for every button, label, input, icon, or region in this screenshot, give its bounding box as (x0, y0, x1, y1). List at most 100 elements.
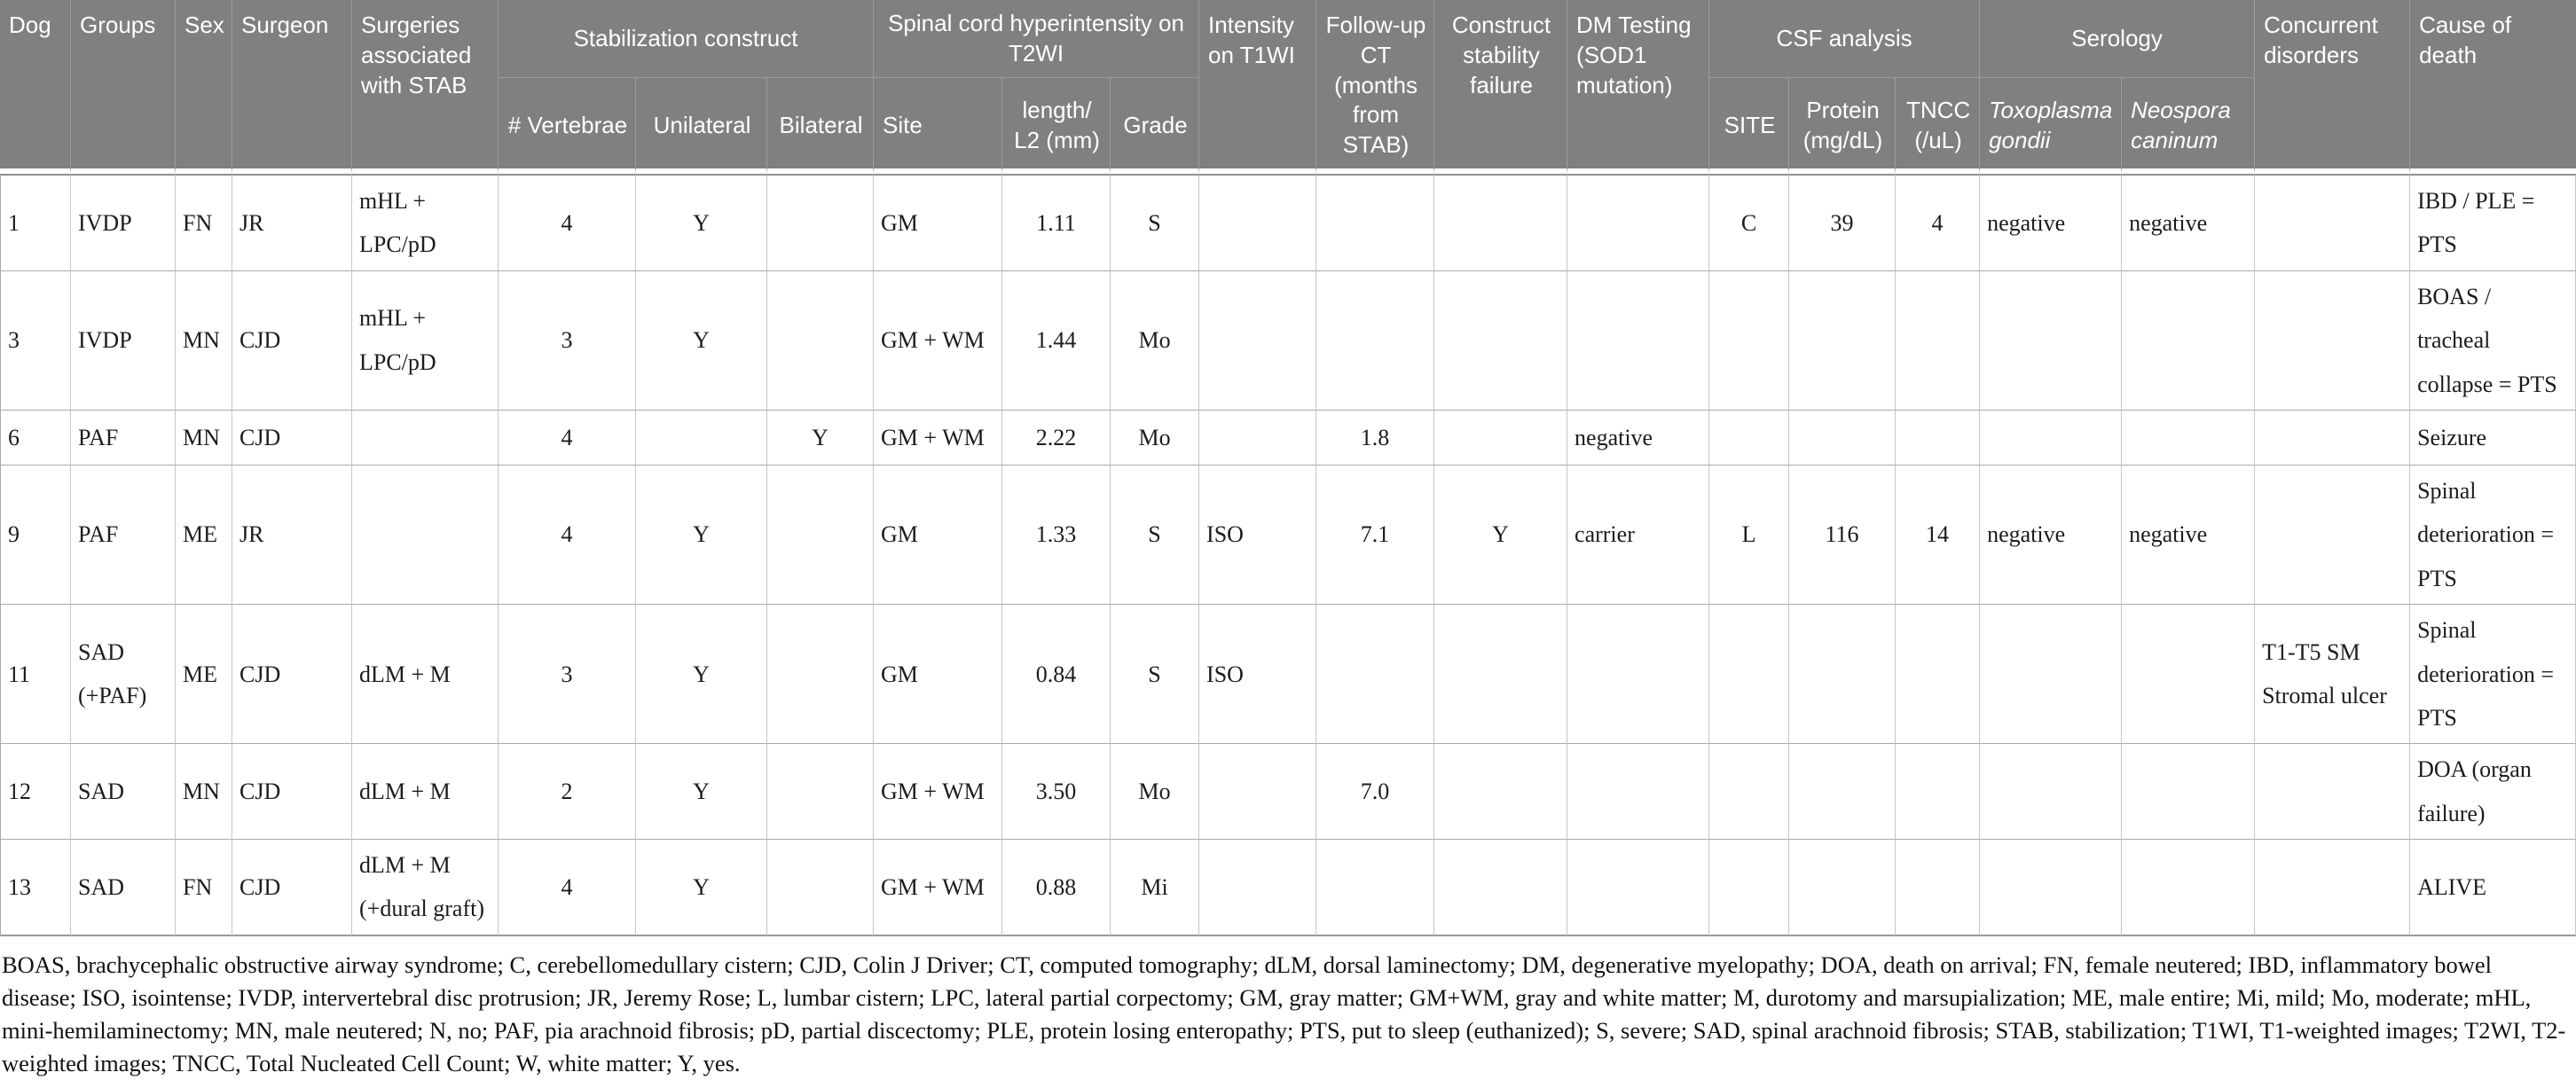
table-cell (2255, 410, 2411, 466)
table-cell (1709, 744, 1790, 841)
table-cell (1434, 840, 1568, 936)
table-cell: 3.50 (1002, 744, 1111, 841)
table-cell: mHL + LPC/pD (352, 270, 499, 411)
table-cell (1567, 744, 1710, 841)
col-header-dm-testing: DM Testing (SOD1 mutation) (1567, 0, 1710, 174)
table-cell: carrier (1567, 465, 1710, 606)
table-cell: CJD (232, 744, 352, 841)
table-cell (1199, 840, 1317, 936)
table-cell (767, 270, 875, 411)
table-cell: 0.84 (1002, 605, 1111, 745)
col-group-serology: Serology (1980, 0, 2256, 78)
col-header-toxoplasma: Toxoplasma gondii (1980, 78, 2123, 174)
table-header: Dog Groups Sex Surgeon Surgeries associa… (0, 0, 2576, 174)
table-cell: 4 (499, 840, 636, 936)
table-cell (1980, 410, 2123, 466)
col-header-surgeries-stab: Surgeries associated with STAB (352, 0, 499, 174)
table-cell (2122, 270, 2256, 411)
table-cell (1789, 605, 1897, 745)
table-cell: negative (1980, 465, 2123, 606)
table-cell: ALIVE (2410, 840, 2576, 936)
col-group-csf-analysis: CSF analysis (1709, 0, 1981, 78)
col-header-grade: Grade (1111, 78, 1200, 174)
col-group-spinal-cord-hyperintensity: Spinal cord hyperintensity on T2WI (874, 0, 1200, 78)
col-header-length-l2: length/ L2 (mm) (1002, 78, 1111, 174)
table-cell (352, 410, 499, 466)
table-cell: S (1111, 605, 1200, 745)
table-cell (1199, 270, 1317, 411)
table-cell (1896, 840, 1981, 936)
col-header-tncc: TNCC (/uL) (1896, 78, 1981, 174)
col-header-surgeon: Surgeon (232, 0, 352, 174)
table-cell: Mi (1111, 840, 1200, 936)
table-cell: Mo (1111, 410, 1200, 466)
table-cell (1567, 840, 1710, 936)
table-cell (2255, 840, 2411, 936)
table-cell: GM + WM (874, 744, 1003, 841)
table-cell: S (1111, 174, 1200, 271)
table-cell (1980, 744, 2123, 841)
table-cell (767, 174, 875, 271)
table-cell: T1-T5 SM Stromal ulcer (2255, 605, 2411, 745)
table-cell (2122, 605, 2256, 745)
table-cell: Spinal deterioration = PTS (2410, 465, 2576, 606)
table-cell: S (1111, 465, 1200, 606)
table-cell (1896, 605, 1981, 745)
col-group-stabilization-construct: Stabilization construct (499, 0, 875, 78)
table-cell: 12 (0, 744, 71, 841)
table-cell (1709, 605, 1790, 745)
table-cell: MN (176, 270, 232, 411)
table-cell: 14 (1896, 465, 1981, 606)
table-cell: 3 (499, 605, 636, 745)
col-header-protein: Protein (mg/dL) (1789, 78, 1897, 174)
col-header-unilateral: Unilateral (636, 78, 767, 174)
table-cell (1316, 174, 1435, 271)
table-cell: IVDP (71, 174, 176, 271)
table-cell (1789, 840, 1897, 936)
table-cell: negative (1980, 174, 2123, 271)
table-cell (1980, 605, 2123, 745)
table-cell: IVDP (71, 270, 176, 411)
table-cell: ME (176, 465, 232, 606)
table-cell: 13 (0, 840, 71, 936)
col-header-bilateral: Bilateral (767, 78, 875, 174)
table-cell (1789, 410, 1897, 466)
table-cell (1199, 744, 1317, 841)
table-cell: ISO (1199, 465, 1317, 606)
table-cell (1896, 744, 1981, 841)
table-cell: ISO (1199, 605, 1317, 745)
table-cell: Y (767, 410, 875, 466)
table-cell (352, 465, 499, 606)
table-cell: CJD (232, 410, 352, 466)
col-header-site: Site (874, 78, 1003, 174)
table-cell (1434, 174, 1568, 271)
table-cell (767, 605, 875, 745)
table-row: 3 IVDP MN CJD mHL + LPC/pD 3 Y GM + WM 1.44 Mo BOA… (0, 270, 2576, 411)
col-header-neospora: Neospora caninum (2122, 78, 2256, 174)
col-header-cause-of-death: Cause of death (2410, 0, 2576, 174)
table-cell: Mo (1111, 270, 1200, 411)
table-cell: SAD (71, 744, 176, 841)
table-cell: 1.8 (1316, 410, 1435, 466)
table-cell (1199, 174, 1317, 271)
table-cell: Y (636, 840, 767, 936)
table-cell (2122, 410, 2256, 466)
table-cell: SAD (+PAF) (71, 605, 176, 745)
table-cell: 4 (499, 410, 636, 466)
table-cell (767, 840, 875, 936)
col-header-concurrent-disorders: Concurrent disorders (2255, 0, 2411, 174)
table-cell (1896, 270, 1981, 411)
table-row: 11 SAD (+PAF) ME CJD dLM + M 3 Y GM 0.84 S ISO T1-T… (0, 605, 2576, 745)
table-cell: dLM + M (352, 605, 499, 745)
table-cell: negative (2122, 465, 2256, 606)
table-cell (767, 465, 875, 606)
table-cell: 7.1 (1316, 465, 1435, 606)
table-cell: negative (1567, 410, 1710, 466)
table-cell (1980, 840, 2123, 936)
table-cell (2122, 744, 2256, 841)
table-cell: 7.0 (1316, 744, 1435, 841)
table-cell: 4 (499, 174, 636, 271)
header-row-groups: Dog Groups Sex Surgeon Surgeries associa… (0, 0, 2576, 174)
table-cell: Y (636, 605, 767, 745)
col-header-dog: Dog (0, 0, 71, 174)
